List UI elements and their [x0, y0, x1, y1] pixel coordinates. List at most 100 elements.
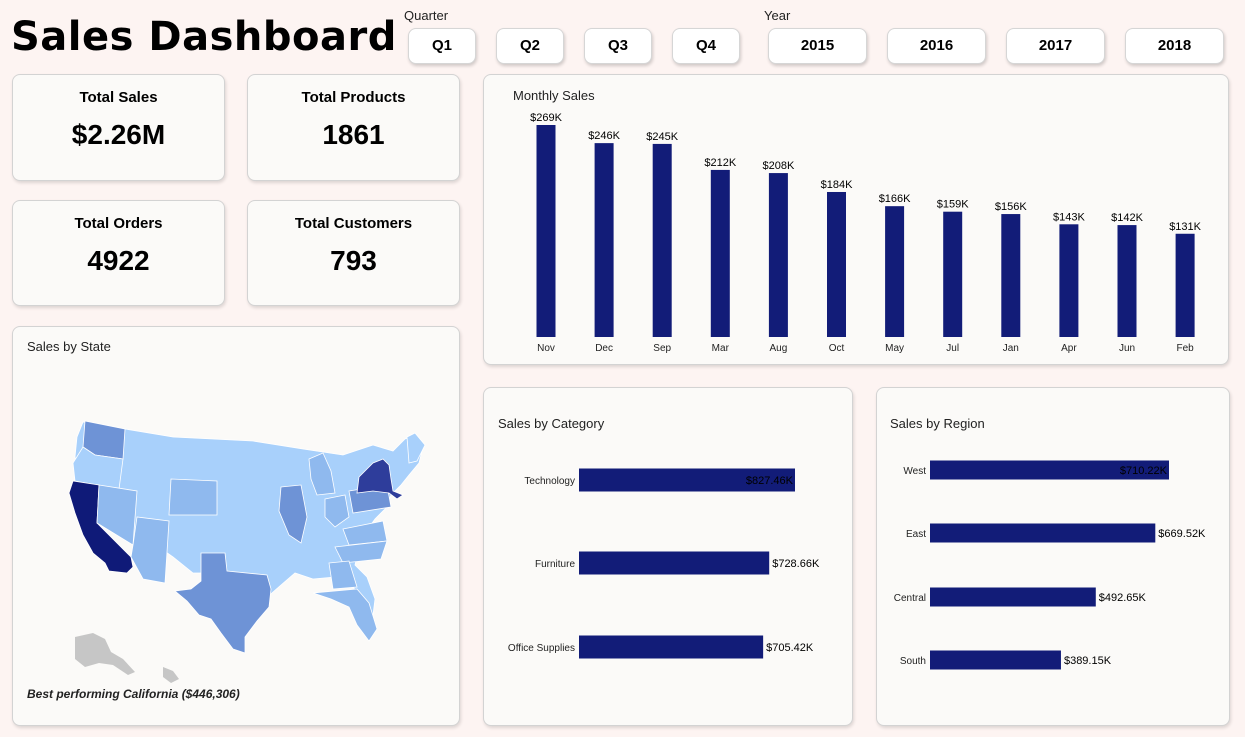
monthly-bar-apr[interactable]	[1059, 224, 1079, 337]
quarter-button-q2[interactable]: Q2	[496, 28, 564, 64]
category-chart-bar-technology[interactable]	[579, 468, 795, 492]
state-illinois[interactable]	[278, 484, 308, 544]
monthly-bar-value: $208K	[762, 160, 794, 172]
monthly-axis-label: Jul	[946, 343, 959, 354]
monthly-axis-label: Jun	[1119, 343, 1135, 354]
state-florida[interactable]	[312, 588, 378, 642]
sales-by-region-panel: Sales by Region West $710.22K East $669.52K…	[876, 387, 1230, 726]
sales-by-region-chart: West $710.22K East $669.52K Central $492.65K S…	[894, 460, 1206, 670]
region-chart-axis-label: West	[903, 466, 926, 477]
monthly-bar-oct[interactable]	[827, 191, 846, 337]
state-hawaii[interactable]	[163, 667, 179, 683]
quarter-button-q1[interactable]: Q1	[408, 28, 476, 64]
kpi-label: Total Sales	[79, 89, 158, 106]
quarter-button-q4[interactable]: Q4	[672, 28, 740, 64]
monthly-axis-label: Jan	[1003, 343, 1019, 354]
monthly-bar-mar[interactable]	[710, 169, 730, 337]
monthly-axis-label: May	[885, 343, 904, 354]
monthly-bar-value: $159K	[937, 199, 969, 211]
monthly-bar-value: $245K	[646, 131, 678, 143]
state-georgia[interactable]	[328, 560, 358, 590]
monthly-bar-value: $142K	[1111, 212, 1143, 224]
monthly-axis-label: Apr	[1061, 343, 1077, 354]
sales-by-region-title: Sales by Region	[890, 416, 985, 431]
monthly-bar-value: $246K	[588, 130, 620, 142]
quarter-button-q3[interactable]: Q3	[584, 28, 652, 64]
monthly-bar-jan[interactable]	[1001, 214, 1021, 337]
kpi-value: 1861	[322, 119, 385, 150]
category-chart-axis-label: Technology	[524, 476, 575, 487]
state-colorado[interactable]	[168, 478, 218, 516]
monthly-bar-value: $131K	[1169, 221, 1201, 233]
monthly-bar-aug[interactable]	[768, 173, 788, 337]
kpi-card-total-sales: Total Sales $2.26M	[12, 74, 225, 181]
monthly-bar-value: $166K	[879, 193, 911, 205]
category-chart-bar-furniture[interactable]	[579, 551, 770, 575]
kpi-value: $2.26M	[71, 119, 166, 150]
state-north-carolina[interactable]	[334, 540, 388, 564]
state-michigan[interactable]	[308, 452, 336, 496]
region-chart-bar-west[interactable]	[930, 460, 1169, 480]
state-new-york[interactable]	[356, 458, 404, 500]
region-chart-axis-label: South	[900, 656, 926, 667]
kpi-value: 793	[330, 245, 377, 276]
region-chart-bar-value: $669.52K	[1158, 528, 1206, 540]
region-chart-bar-central[interactable]	[930, 587, 1096, 607]
map-footnote: Best performing California ($446,306)	[27, 687, 240, 701]
kpi-label: Total Products	[301, 89, 406, 106]
kpi-value: 4922	[87, 245, 150, 276]
monthly-bar-nov[interactable]	[536, 125, 556, 337]
sales-by-category-panel: Sales by Category Technology $827.46K Furn…	[483, 387, 853, 726]
kpi-card-total-orders: Total Orders 4922	[12, 200, 225, 306]
region-chart-bar-value: $389.15K	[1064, 655, 1112, 667]
year-slicer-label: Year	[764, 8, 791, 23]
monthly-bar-jul[interactable]	[943, 211, 963, 337]
quarter-slicer-label: Quarter	[404, 8, 449, 23]
monthly-axis-label: Nov	[537, 343, 555, 354]
us-choropleth-map[interactable]	[13, 367, 459, 697]
sales-by-category-chart: Technology $827.46K Furniture $728.66K Offic…	[508, 468, 820, 659]
monthly-bar-jun[interactable]	[1117, 225, 1137, 337]
category-chart-axis-label: Furniture	[535, 559, 575, 570]
region-chart-axis-label: East	[906, 529, 926, 540]
region-chart-axis-label: Central	[894, 593, 926, 604]
region-chart-bar-value: $710.22K	[1120, 465, 1168, 477]
monthly-sales-panel: Monthly Sales $269K Nov $246K Dec $245K Sep $2…	[483, 74, 1229, 365]
monthly-bar-may[interactable]	[885, 206, 905, 337]
state-ohio[interactable]	[324, 494, 350, 528]
monthly-axis-label: Oct	[829, 343, 845, 354]
category-chart-bar-office-supplies[interactable]	[579, 635, 764, 659]
state-alaska[interactable]	[75, 633, 135, 675]
category-chart-bar-value: $728.66K	[772, 558, 820, 570]
sales-by-category-title: Sales by Category	[498, 416, 605, 431]
kpi-label: Total Customers	[294, 215, 413, 232]
monthly-bar-dec[interactable]	[594, 143, 614, 337]
page-title: Sales Dashboard	[11, 14, 397, 60]
region-chart-bar-value: $492.65K	[1099, 592, 1147, 604]
monthly-bar-sep[interactable]	[652, 143, 672, 337]
category-chart-bar-value: $705.42K	[766, 642, 814, 654]
monthly-sales-title: Monthly Sales	[513, 88, 595, 103]
monthly-bar-value: $184K	[821, 179, 853, 191]
monthly-axis-label: Feb	[1176, 343, 1194, 354]
region-chart-bar-east[interactable]	[930, 523, 1156, 543]
year-button-2015[interactable]: 2015	[768, 28, 867, 64]
state-maine[interactable]	[406, 432, 426, 464]
sales-by-state-panel: Sales by State Best performing Californ	[12, 326, 460, 726]
monthly-sales-chart: $269K Nov $246K Dec $245K Sep $212K Mar $208K Aug…	[530, 112, 1202, 354]
year-button-2017[interactable]: 2017	[1006, 28, 1105, 64]
kpi-label: Total Orders	[74, 215, 163, 232]
monthly-bar-feb[interactable]	[1175, 233, 1195, 337]
monthly-bar-value: $156K	[995, 201, 1027, 213]
state-arizona[interactable]	[130, 516, 170, 584]
year-button-2016[interactable]: 2016	[887, 28, 986, 64]
region-chart-bar-south[interactable]	[930, 650, 1061, 670]
monthly-axis-label: Dec	[595, 343, 613, 354]
monthly-axis-label: Aug	[770, 343, 788, 354]
category-chart-bar-value: $827.46K	[746, 475, 794, 487]
state-texas[interactable]	[174, 552, 272, 654]
year-button-2018[interactable]: 2018	[1125, 28, 1224, 64]
monthly-bar-value: $269K	[530, 112, 562, 124]
category-chart-axis-label: Office Supplies	[508, 643, 575, 654]
kpi-card-total-products: Total Products 1861	[247, 74, 460, 181]
